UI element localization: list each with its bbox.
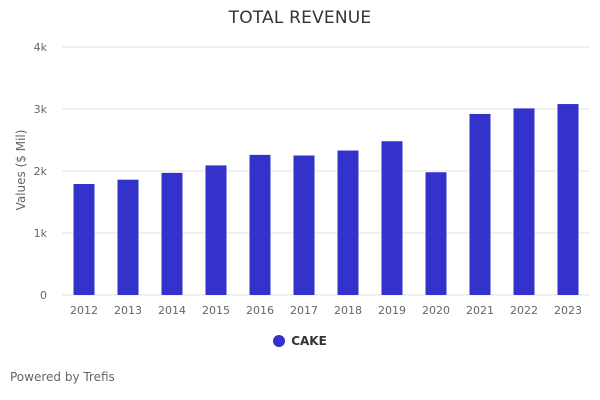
bar-2023[interactable] bbox=[557, 104, 579, 295]
x-tick-label: 2023 bbox=[554, 304, 582, 317]
x-tick-label: 2022 bbox=[510, 304, 538, 317]
gridlines bbox=[62, 46, 590, 296]
bar-2017[interactable] bbox=[293, 155, 315, 296]
y-tick-label: 4k bbox=[34, 41, 48, 54]
bar-2016[interactable] bbox=[249, 154, 271, 295]
bar-2020[interactable] bbox=[425, 172, 447, 295]
bar-2015[interactable] bbox=[205, 165, 227, 295]
bar-2014[interactable] bbox=[161, 172, 183, 295]
y-axis-ticks: 0 1k 2k 3k 4k bbox=[34, 41, 48, 302]
bar-2018[interactable] bbox=[337, 150, 359, 295]
x-tick-label: 2016 bbox=[246, 304, 274, 317]
x-tick-label: 2012 bbox=[70, 304, 98, 317]
x-tick-label: 2017 bbox=[290, 304, 318, 317]
x-tick-label: 2018 bbox=[334, 304, 362, 317]
credit-text: Powered by Trefis bbox=[10, 370, 115, 384]
legend[interactable]: CAKE bbox=[0, 334, 600, 348]
bars bbox=[73, 104, 579, 296]
chart-title: TOTAL REVENUE bbox=[228, 8, 372, 28]
legend-marker-icon bbox=[273, 335, 286, 347]
x-tick-label: 2020 bbox=[422, 304, 450, 317]
x-tick-label: 2019 bbox=[378, 304, 406, 317]
legend-label: CAKE bbox=[291, 334, 327, 348]
x-tick-label: 2021 bbox=[466, 304, 494, 317]
x-tick-label: 2013 bbox=[114, 304, 142, 317]
bar-2013[interactable] bbox=[117, 179, 139, 295]
x-tick-label: 2014 bbox=[158, 304, 186, 317]
y-tick-label: 0 bbox=[40, 289, 47, 302]
x-tick-label: 2015 bbox=[202, 304, 230, 317]
bar-2019[interactable] bbox=[381, 141, 403, 295]
bar-2012[interactable] bbox=[73, 184, 95, 295]
x-axis-ticks: 2012 2013 2014 2015 2016 2017 2018 2019 2020 2021… bbox=[70, 304, 582, 317]
bar-2021[interactable] bbox=[469, 113, 491, 296]
y-tick-label: 3k bbox=[34, 103, 48, 116]
y-tick-label: 1k bbox=[34, 227, 48, 240]
y-axis-title: Values ($ Mil) bbox=[14, 130, 28, 211]
bar-2022[interactable] bbox=[513, 108, 535, 295]
y-tick-label: 2k bbox=[34, 165, 48, 178]
